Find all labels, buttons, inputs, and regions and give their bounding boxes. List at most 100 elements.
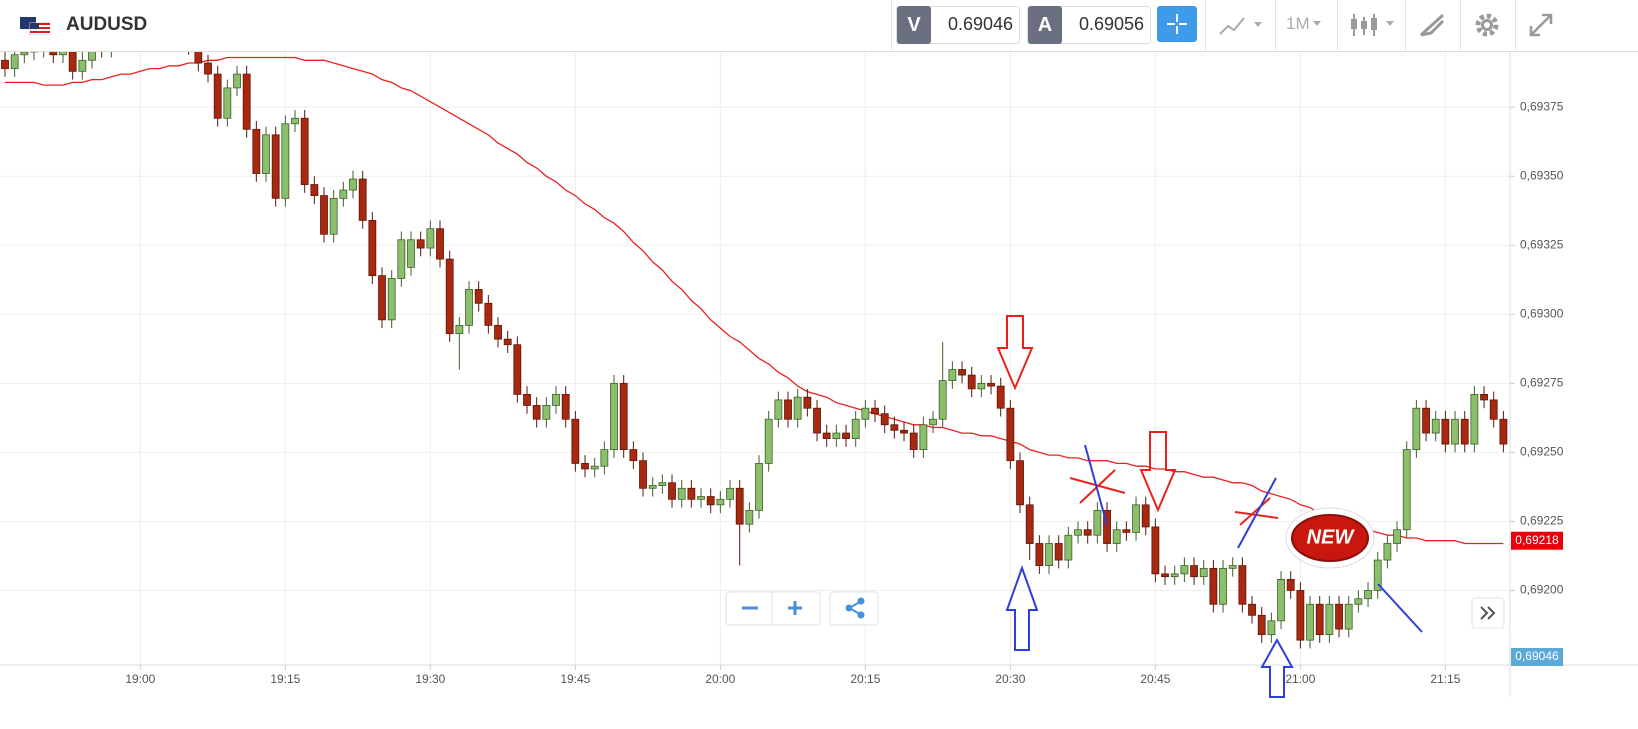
scroll-right-icon — [1480, 606, 1496, 620]
candle-body — [1412, 407, 1421, 451]
candle-body — [30, 52, 38, 53]
candle-body — [1354, 598, 1363, 605]
candle-body — [967, 374, 976, 390]
candle-body — [996, 385, 1005, 409]
candle-body — [88, 52, 96, 61]
ask-tag: A — [1028, 6, 1062, 44]
candle-body — [1441, 418, 1450, 445]
candle-body — [1209, 567, 1218, 605]
candle-body — [397, 239, 406, 279]
candle-body — [1286, 579, 1295, 591]
settings-button[interactable] — [1474, 12, 1500, 38]
last-price-box — [1511, 531, 1563, 550]
ask-box — [1027, 6, 1151, 44]
candle-body — [1199, 567, 1208, 578]
candle-body — [948, 369, 957, 381]
candle-body — [1393, 529, 1401, 544]
candle-body — [1161, 573, 1169, 578]
candle-body — [571, 418, 580, 464]
candle-body — [1122, 529, 1131, 533]
candle-body — [687, 487, 696, 500]
candle-body — [68, 52, 77, 72]
candle-body — [590, 465, 599, 470]
candle-body — [242, 73, 251, 130]
candle-body — [1499, 418, 1508, 445]
y-tick-label: 0,69250 — [1520, 445, 1564, 459]
candle-body — [532, 405, 541, 420]
y-tick-label: 0,69375 — [1520, 99, 1564, 113]
candle-body — [1141, 504, 1150, 528]
candle-body — [407, 239, 415, 268]
crosshair-button[interactable] — [1157, 6, 1197, 42]
candle-body — [194, 52, 203, 64]
candle-body — [310, 184, 319, 196]
x-tick-label: 19:30 — [415, 672, 445, 686]
candle-body — [1016, 460, 1024, 506]
candle-body — [204, 62, 212, 75]
candle-body — [1190, 565, 1198, 578]
candle-body — [78, 59, 87, 72]
bid-box — [896, 6, 1020, 44]
y-tick-label: 0,69225 — [1520, 514, 1564, 528]
candle-body — [262, 134, 270, 174]
candle-body — [358, 178, 367, 221]
flag-icon — [20, 17, 50, 35]
candle-body — [793, 396, 802, 420]
toolbar: AUDUSD V 0.69046 A 0.69056 1M — [0, 0, 1638, 52]
candle-body — [610, 382, 618, 451]
separator — [891, 0, 892, 50]
candle-body — [1451, 418, 1459, 445]
candle-body — [1151, 526, 1160, 575]
candle-body — [813, 407, 821, 434]
y-tick-label: 0,69325 — [1520, 237, 1564, 251]
axes: 0,69200 0,69225 0,69250 0,69275 0,69300 0,693… — [125, 99, 1563, 686]
candle-body — [252, 128, 261, 174]
candle-body — [745, 509, 754, 525]
grid — [0, 52, 1510, 665]
candle-body — [1006, 407, 1015, 462]
candle-body — [561, 393, 570, 420]
chart-type-button[interactable] — [1218, 14, 1266, 36]
candle-body — [1083, 529, 1092, 536]
candle-body — [1422, 407, 1430, 434]
candle-body — [426, 228, 435, 249]
share-button[interactable] — [829, 591, 879, 626]
candle-body — [1132, 504, 1140, 533]
candle-body — [552, 393, 560, 406]
separator — [1275, 0, 1276, 50]
candle-body — [648, 485, 657, 489]
candle-body — [465, 289, 473, 326]
x-tick-label: 19:45 — [560, 672, 590, 686]
new-badge: NEW — [1285, 507, 1375, 569]
candle-style-button[interactable] — [1348, 12, 1398, 38]
candle-body — [445, 258, 454, 335]
separator — [1515, 0, 1516, 50]
down-arrow — [996, 315, 1034, 391]
candle-body — [909, 432, 918, 451]
candle-body — [10, 54, 19, 69]
candle-body — [233, 73, 241, 89]
candle-body — [1035, 543, 1044, 566]
candle-body — [1045, 543, 1053, 566]
candle-body — [291, 117, 299, 125]
candle-body — [484, 302, 493, 326]
candle-body — [755, 463, 763, 511]
candle-body — [677, 487, 686, 500]
ask-price: 0.69056 — [1079, 14, 1145, 34]
candle-body — [735, 487, 744, 525]
draw-button[interactable] — [1418, 12, 1448, 38]
timeframe-button[interactable]: 1M — [1286, 14, 1310, 33]
x-tick-label: 21:15 — [1430, 672, 1460, 686]
candle-body — [320, 195, 328, 235]
candle-body — [339, 189, 348, 199]
candle-body — [542, 405, 551, 420]
separator — [1405, 0, 1406, 50]
candle-body — [1170, 573, 1179, 578]
candle-body — [977, 382, 986, 390]
candle-body — [213, 73, 222, 119]
cross-mark — [1069, 469, 1126, 504]
candle-body — [1074, 529, 1082, 536]
candle-body — [803, 396, 812, 409]
fullscreen-button[interactable] — [1528, 12, 1554, 38]
candle-body — [764, 418, 773, 464]
